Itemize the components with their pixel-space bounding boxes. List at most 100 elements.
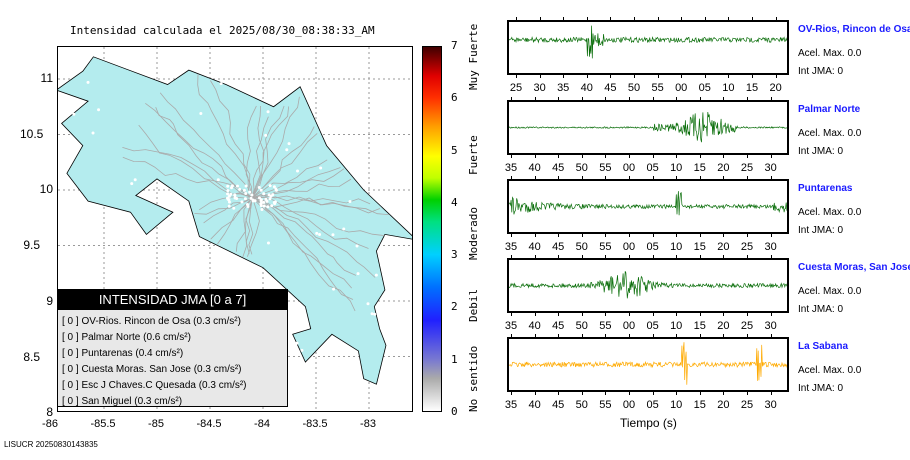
tick-mark [605, 392, 607, 395]
tick-mark [605, 334, 607, 337]
intensity-legend: INTENSIDAD JMA [0 a 7] [ 0 ] OV-Rios. Ri… [57, 289, 288, 407]
tick-mark [770, 155, 772, 158]
time-tick-label: 30 [764, 399, 777, 411]
tick-mark [681, 17, 683, 20]
tick-mark [770, 234, 772, 237]
time-tick-label: 10 [722, 82, 735, 94]
time-tick-label: 50 [575, 162, 588, 174]
tick-mark [534, 313, 536, 316]
time-tick-label: 05 [698, 82, 711, 94]
time-tick-label: 55 [599, 162, 612, 174]
lat-tick-label: 11 [40, 71, 53, 85]
time-tick-label: 20 [717, 162, 730, 174]
station-marker [318, 232, 322, 236]
station-jma-intensity: Int JMA: 0 [798, 304, 844, 315]
station-max-accel: Acel. Max. 0.0 [798, 207, 862, 218]
station-marker [91, 131, 95, 135]
tick-mark [634, 17, 635, 20]
tick-mark [699, 313, 701, 316]
tick-mark [605, 234, 607, 237]
station-marker [264, 133, 268, 137]
lon-tick-label: -83.5 [302, 418, 328, 430]
tick-mark [586, 17, 588, 20]
tick-mark [558, 176, 560, 179]
time-tick-label: 15 [693, 399, 706, 411]
colorbar-label: 1 [451, 352, 458, 366]
station-marker [246, 204, 250, 208]
time-tick-label: 15 [693, 241, 706, 253]
station-marker [260, 207, 264, 211]
station-marker [72, 112, 76, 116]
tick-mark [699, 334, 701, 337]
station-marker [268, 197, 272, 201]
time-tick-label: 35 [504, 162, 518, 174]
colorbar-label: 5 [451, 143, 458, 157]
waveform-trace [508, 191, 788, 216]
tick-mark [605, 155, 607, 158]
time-tick-label: 25 [740, 241, 754, 253]
tick-mark [558, 313, 560, 316]
time-tick-label: 00 [622, 162, 636, 174]
station-marker [266, 241, 270, 245]
time-tick-label: 20 [717, 399, 730, 411]
tick-mark [676, 313, 678, 316]
tick-mark [629, 155, 630, 158]
station-marker [300, 348, 304, 352]
time-tick-label: 40 [528, 320, 541, 332]
seismogram-panel [507, 179, 789, 234]
tick-mark [747, 234, 748, 237]
time-tick-label: 45 [552, 241, 565, 253]
time-tick-label: 15 [745, 82, 759, 94]
tick-mark [511, 234, 512, 237]
station-marker [227, 194, 231, 198]
tick-mark [511, 155, 512, 158]
tick-mark [723, 313, 725, 316]
station-marker [133, 178, 137, 182]
tick-mark [558, 255, 560, 258]
time-tick-label: 20 [717, 241, 730, 253]
lat-tick-label: 10.5 [20, 126, 44, 141]
lat-tick-label: 8.5 [23, 349, 40, 364]
station-marker [262, 204, 266, 208]
colorbar-label: 3 [451, 248, 458, 262]
tick-mark [747, 155, 748, 158]
tick-mark [581, 155, 583, 158]
lon-tick-label: -84.5 [196, 418, 222, 430]
tick-mark [581, 255, 583, 258]
tick-mark [770, 334, 772, 337]
station-marker [287, 142, 291, 146]
tick-mark [586, 75, 588, 78]
colorbar-category: Fuerte [467, 135, 480, 175]
time-tick-label: 25 [740, 320, 754, 332]
tick-mark [629, 334, 630, 337]
station-marker [86, 80, 90, 84]
station-marker [370, 312, 374, 316]
station-marker [266, 205, 270, 209]
station-marker [244, 184, 248, 188]
tick-mark [728, 17, 730, 20]
station-marker [366, 302, 370, 306]
station-marker [374, 273, 378, 277]
station-marker [97, 108, 101, 112]
time-tick-label: 50 [575, 241, 588, 253]
station-marker [233, 193, 237, 197]
costa-rica-map [57, 46, 413, 412]
tick-mark [723, 97, 725, 100]
tick-mark [752, 17, 753, 20]
tick-mark [723, 392, 725, 395]
tick-mark [728, 75, 730, 78]
time-tick-label: 30 [533, 82, 546, 94]
tick-mark [652, 255, 654, 258]
tick-mark [539, 75, 541, 78]
station-marker [199, 112, 203, 116]
time-tick-label: 55 [599, 399, 612, 411]
tick-mark [676, 392, 678, 395]
station-marker [235, 197, 239, 201]
tick-mark [747, 255, 748, 258]
colorbar-label: 4 [451, 195, 458, 209]
tick-mark [652, 176, 654, 179]
time-tick-label: 30 [764, 241, 777, 253]
time-tick-label: 00 [675, 82, 688, 94]
tick-mark [652, 334, 654, 337]
time-tick-label: 05 [646, 399, 659, 411]
